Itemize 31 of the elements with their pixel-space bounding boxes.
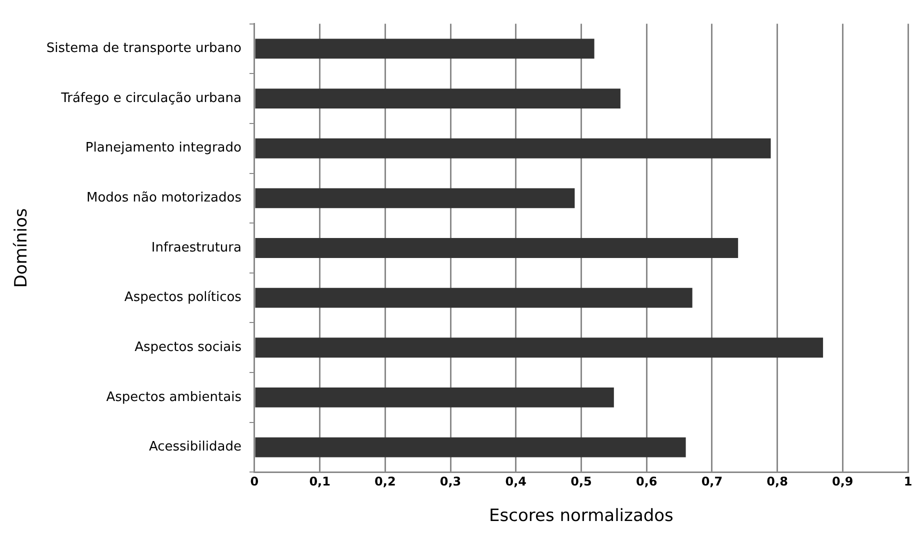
x-tick-label: 0,2 [374,474,396,489]
y-tick-label: Modos não motorizados [86,190,242,206]
y-tick-label: Aspectos políticos [124,290,242,306]
y-tick-label: Sistema de transporte urbano [46,41,242,56]
bar [255,238,738,258]
y-tick-label: Planejamento integrado [85,140,242,156]
y-axis-title: Domínios [12,208,32,288]
x-tick-label: 0,7 [701,474,723,489]
x-tick-label: 0,9 [832,474,854,489]
bar [255,288,692,308]
y-tick-label: Aspectos sociais [134,340,242,356]
y-tick-label: Tráfego e circulação urbana [60,90,242,106]
x-axis-title: Escores normalizados [489,506,674,526]
bar [255,437,686,458]
x-tick-label: 0,8 [766,474,788,489]
x-tick-label: 0,1 [309,474,330,489]
x-tick-label: 0,3 [440,474,462,489]
x-tick-label: 0,6 [636,474,658,489]
x-tick-label: 0,4 [505,474,527,489]
x-tick-label: 1 [904,474,912,489]
bar [255,88,620,108]
bar [255,138,771,158]
y-tick-label: Acessibilidade [148,440,242,455]
y-tick-label: Aspectos ambientais [106,390,242,405]
bar [255,338,824,358]
bar [255,38,594,59]
bar [255,388,614,408]
y-tick-label: Infraestrutura [151,240,242,256]
x-tick-label: 0,5 [570,474,592,489]
bar [255,188,575,208]
x-tick-label: 0 [250,474,259,489]
